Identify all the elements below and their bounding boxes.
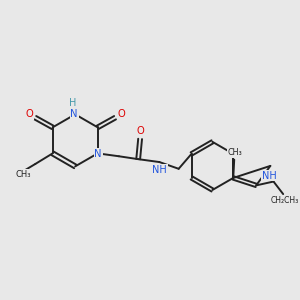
Text: O: O xyxy=(25,109,33,119)
Text: N: N xyxy=(70,109,78,119)
Text: CH₃: CH₃ xyxy=(228,148,243,158)
Text: O: O xyxy=(136,126,144,136)
Text: NH: NH xyxy=(152,165,167,175)
Text: N: N xyxy=(94,149,102,159)
Text: H: H xyxy=(69,98,76,108)
Text: NH: NH xyxy=(262,170,277,181)
Text: CH₂CH₃: CH₂CH₃ xyxy=(271,196,299,205)
Text: O: O xyxy=(117,109,125,119)
Text: CH₃: CH₃ xyxy=(16,170,32,179)
